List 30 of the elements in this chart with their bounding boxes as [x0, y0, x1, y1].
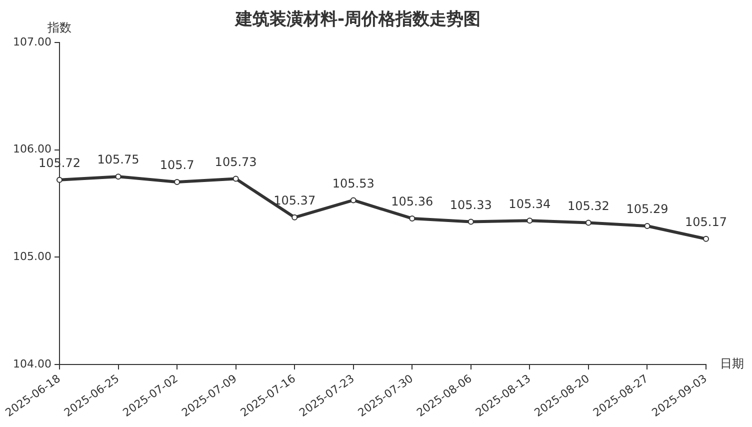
- chart-title: 建筑装潢材料-周价格指数走势图: [233, 10, 481, 30]
- point: [174, 178, 180, 185]
- point: [644, 223, 650, 230]
- y-tick-label: 105.00: [12, 250, 52, 264]
- data-label: 105.34: [508, 196, 551, 211]
- point: [585, 220, 592, 226]
- data-label: 105.36: [391, 194, 434, 209]
- data-label: 105.75: [97, 152, 140, 167]
- data-label: 105.17: [685, 215, 727, 230]
- y-axis-title: 指数: [46, 20, 72, 35]
- point: [232, 176, 239, 182]
- data-label: 105.53: [332, 176, 374, 190]
- data-label: 105.7: [160, 158, 194, 172]
- data-label: 105.37: [274, 194, 316, 208]
- point: [703, 236, 709, 242]
- y-tick-label: 104.00: [12, 357, 52, 370]
- point: [350, 197, 356, 204]
- point: [526, 218, 533, 224]
- point: [56, 176, 62, 183]
- y-tick-label: 107.00: [12, 35, 52, 48]
- point: [115, 174, 122, 180]
- point: [292, 214, 298, 220]
- data-label: 105.32: [567, 198, 610, 213]
- x-axis-title: 日期: [720, 356, 744, 371]
- point: [468, 218, 474, 225]
- data-label: 105.29: [626, 202, 668, 216]
- point: [409, 215, 416, 222]
- data-label: 105.73: [214, 154, 257, 169]
- y-tick-label: 106.00: [12, 142, 52, 156]
- data-label: 105.33: [450, 198, 492, 212]
